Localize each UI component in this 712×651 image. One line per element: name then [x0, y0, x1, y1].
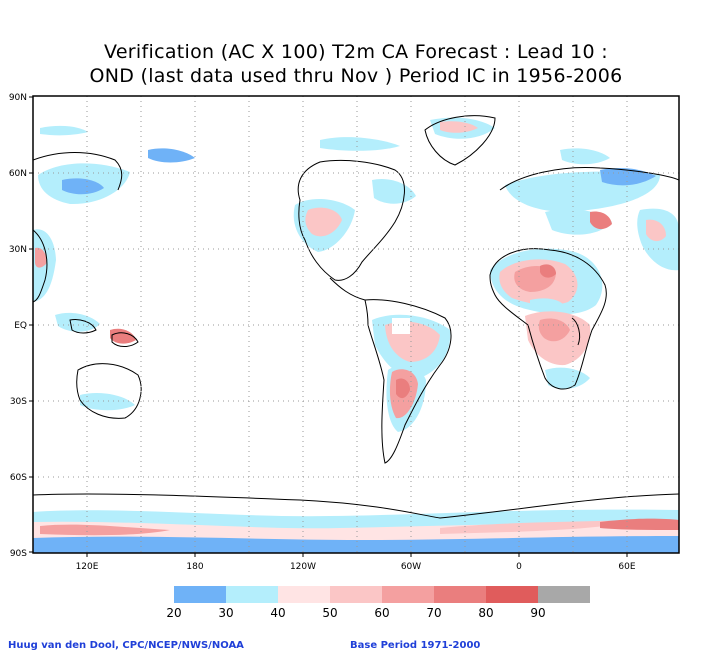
correlation-shading — [33, 117, 679, 553]
lat-label-30s: 30S — [10, 397, 27, 407]
lat-label-60n: 60N — [9, 169, 27, 179]
footer-base-period: Base Period 1971-2000 — [350, 640, 481, 651]
legend-swatch-2 — [226, 586, 278, 603]
legend-swatch-3 — [278, 586, 330, 603]
lat-label-60s: 60S — [10, 473, 27, 483]
legend-swatch-5 — [382, 586, 434, 603]
legend-swatch-7 — [486, 586, 538, 603]
lat-label-90s: 90S — [10, 549, 27, 559]
legend-tick-90: 90 — [530, 606, 545, 620]
longitude-axis: 120E 180 120W 60W 0 60E — [76, 553, 636, 572]
legend-swatch-8 — [538, 586, 590, 603]
lat-lon-grid — [33, 96, 679, 553]
lon-label-60e: 60E — [618, 562, 635, 572]
lat-label-eq: EQ — [14, 321, 27, 331]
legend-tick-60: 60 — [374, 606, 389, 620]
coastlines — [33, 115, 679, 519]
legend-swatch-6 — [434, 586, 486, 603]
color-legend — [174, 586, 590, 603]
legend-swatch-1 — [174, 586, 226, 603]
lon-label-120w: 120W — [290, 562, 316, 572]
legend-ticks: 20 30 40 50 60 70 80 90 — [166, 606, 545, 620]
title-line-1: Verification (AC X 100) T2m CA Forecast … — [104, 41, 608, 63]
legend-swatch-4 — [330, 586, 382, 603]
legend-tick-70: 70 — [426, 606, 441, 620]
legend-tick-30: 30 — [218, 606, 233, 620]
lon-label-180: 180 — [186, 562, 203, 572]
title-line-2: OND (last data used thru Nov ) Period IC… — [89, 65, 623, 87]
legend-tick-50: 50 — [322, 606, 337, 620]
footer-credit: Huug van den Dool, CPC/NCEP/NWS/NOAA — [8, 640, 244, 651]
lon-label-120e: 120E — [76, 562, 99, 572]
legend-tick-80: 80 — [478, 606, 493, 620]
lon-label-0: 0 — [516, 562, 522, 572]
legend-tick-40: 40 — [270, 606, 285, 620]
lon-label-60w: 60W — [401, 562, 421, 572]
lat-label-90n: 90N — [9, 93, 27, 103]
legend-tick-20: 20 — [166, 606, 181, 620]
lat-label-30n: 30N — [9, 245, 27, 255]
latitude-axis: 90N 60N 30N EQ 30S 60S 90S — [9, 93, 33, 559]
